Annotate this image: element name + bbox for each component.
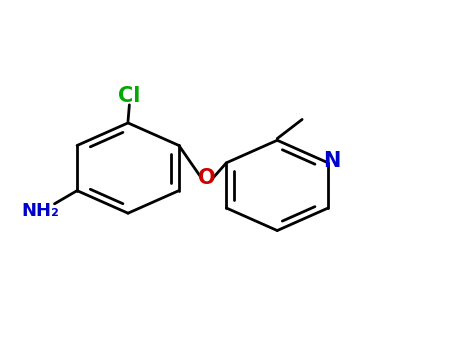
Text: O: O	[198, 168, 216, 188]
Text: Cl: Cl	[118, 86, 141, 106]
Text: NH₂: NH₂	[21, 202, 59, 220]
Text: N: N	[323, 151, 340, 171]
